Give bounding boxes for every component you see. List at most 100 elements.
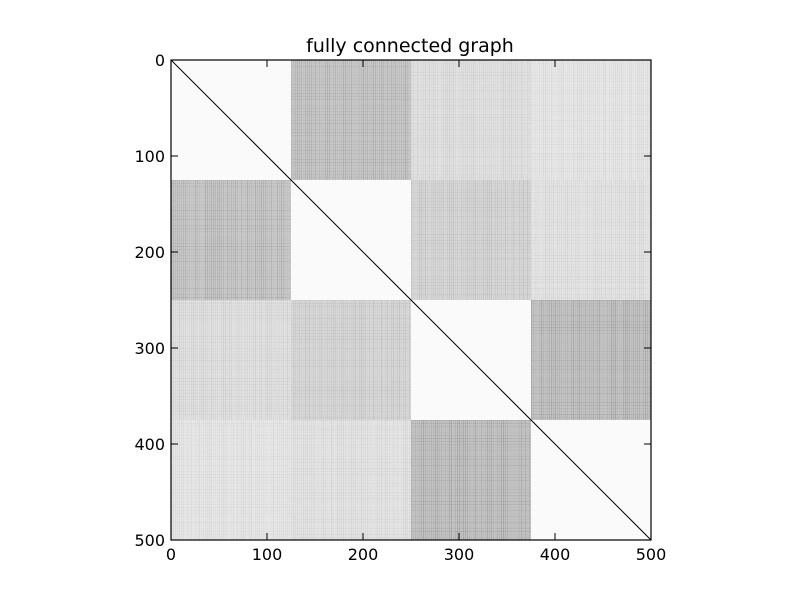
heatmap-texture xyxy=(273,420,274,540)
heatmap-texture xyxy=(307,420,308,540)
heatmap-texture xyxy=(291,120,411,121)
heatmap-texture xyxy=(291,447,411,448)
heatmap-texture xyxy=(291,354,411,355)
heatmap-texture xyxy=(531,336,651,337)
heatmap-texture xyxy=(433,180,434,300)
heatmap-texture xyxy=(419,180,420,300)
heatmap-texture xyxy=(509,60,510,180)
heatmap-texture xyxy=(531,333,651,334)
heatmap-texture xyxy=(531,330,651,331)
heatmap-texture xyxy=(411,246,531,247)
heatmap-texture xyxy=(589,300,590,420)
heatmap-texture xyxy=(171,201,291,202)
heatmap-texture xyxy=(597,180,598,300)
heatmap-texture xyxy=(423,420,424,540)
heatmap-texture xyxy=(291,402,411,403)
heatmap-texture xyxy=(401,60,402,180)
heatmap-texture xyxy=(621,60,622,180)
heatmap-texture xyxy=(291,159,411,160)
heatmap-texture xyxy=(531,81,651,82)
heatmap-texture xyxy=(171,291,291,292)
heatmap-texture xyxy=(393,60,394,180)
heatmap-texture xyxy=(171,534,291,535)
heatmap-texture xyxy=(291,150,411,151)
heatmap-texture xyxy=(411,225,531,226)
heatmap-texture xyxy=(171,459,291,460)
heatmap-texture xyxy=(171,276,291,277)
heatmap-texture xyxy=(235,180,236,300)
heatmap-texture xyxy=(465,60,466,180)
heatmap-texture xyxy=(171,363,291,364)
heatmap-texture xyxy=(171,441,291,442)
heatmap-texture xyxy=(475,60,476,180)
heatmap-texture xyxy=(531,72,651,73)
heatmap-texture xyxy=(451,420,452,540)
y-tick-label: 400 xyxy=(134,435,165,454)
heatmap-texture xyxy=(291,480,411,481)
heatmap-texture xyxy=(411,495,531,496)
heatmap-texture xyxy=(531,96,651,97)
heatmap-texture xyxy=(291,408,411,409)
heatmap-texture xyxy=(531,318,651,319)
heatmap-texture xyxy=(171,390,291,391)
heatmap-texture xyxy=(171,279,291,280)
heatmap-texture xyxy=(531,264,651,265)
heatmap-texture xyxy=(531,249,651,250)
heatmap-texture xyxy=(291,87,411,88)
heatmap-texture xyxy=(531,345,651,346)
x-tick-label: 200 xyxy=(348,545,379,564)
heatmap-texture xyxy=(531,216,651,217)
heatmap-texture xyxy=(221,180,222,300)
heatmap-texture xyxy=(227,180,228,300)
heatmap-texture xyxy=(531,192,651,193)
heatmap-texture xyxy=(171,366,291,367)
heatmap-texture xyxy=(305,300,306,420)
y-tick-label: 0 xyxy=(155,51,165,70)
heatmap-texture xyxy=(291,456,411,457)
heatmap-texture xyxy=(475,180,476,300)
plot-frame xyxy=(170,59,652,541)
heatmap-texture xyxy=(531,144,651,145)
heatmap-texture xyxy=(229,300,230,420)
y-tick-label: 100 xyxy=(134,147,165,166)
heatmap-texture xyxy=(531,66,651,67)
heatmap-texture xyxy=(291,453,411,454)
heatmap-texture xyxy=(405,300,406,420)
heatmap-texture xyxy=(467,420,468,540)
heatmap-texture xyxy=(291,144,411,145)
heatmap-texture xyxy=(171,507,291,508)
heatmap-texture xyxy=(291,63,411,64)
heatmap-texture xyxy=(369,300,370,420)
heatmap-texture xyxy=(291,72,411,73)
heatmap-texture xyxy=(343,420,344,540)
heatmap-texture xyxy=(531,369,651,370)
heatmap-texture xyxy=(613,300,614,420)
y-tick-label: 200 xyxy=(134,243,165,262)
heatmap-texture xyxy=(411,273,531,274)
heatmap-texture xyxy=(291,117,411,118)
heatmap-texture xyxy=(433,420,434,540)
heatmap-texture xyxy=(411,168,531,169)
heatmap-texture xyxy=(171,519,291,520)
heatmap-texture xyxy=(361,60,362,180)
heatmap-texture xyxy=(403,60,404,180)
heatmap-texture xyxy=(411,492,531,493)
heatmap-block-3-1 xyxy=(291,420,411,540)
y-axis: 0 100 200 300 400 500 xyxy=(134,51,651,550)
heatmap-texture xyxy=(341,300,342,420)
heatmap-texture xyxy=(411,114,531,115)
heatmap-texture xyxy=(291,495,411,496)
heatmap-texture xyxy=(411,123,531,124)
heatmap-texture xyxy=(391,60,392,180)
heatmap-texture xyxy=(411,279,531,280)
heatmap-texture xyxy=(291,537,411,538)
heatmap-texture xyxy=(531,261,651,262)
heatmap-texture xyxy=(553,300,554,420)
heatmap-texture xyxy=(543,60,544,180)
heatmap-texture xyxy=(483,60,484,180)
heatmap-texture xyxy=(205,180,206,300)
heatmap-texture xyxy=(411,264,531,265)
heatmap-texture xyxy=(411,126,531,127)
heatmap-texture xyxy=(531,162,651,163)
heatmap-texture xyxy=(171,183,291,184)
